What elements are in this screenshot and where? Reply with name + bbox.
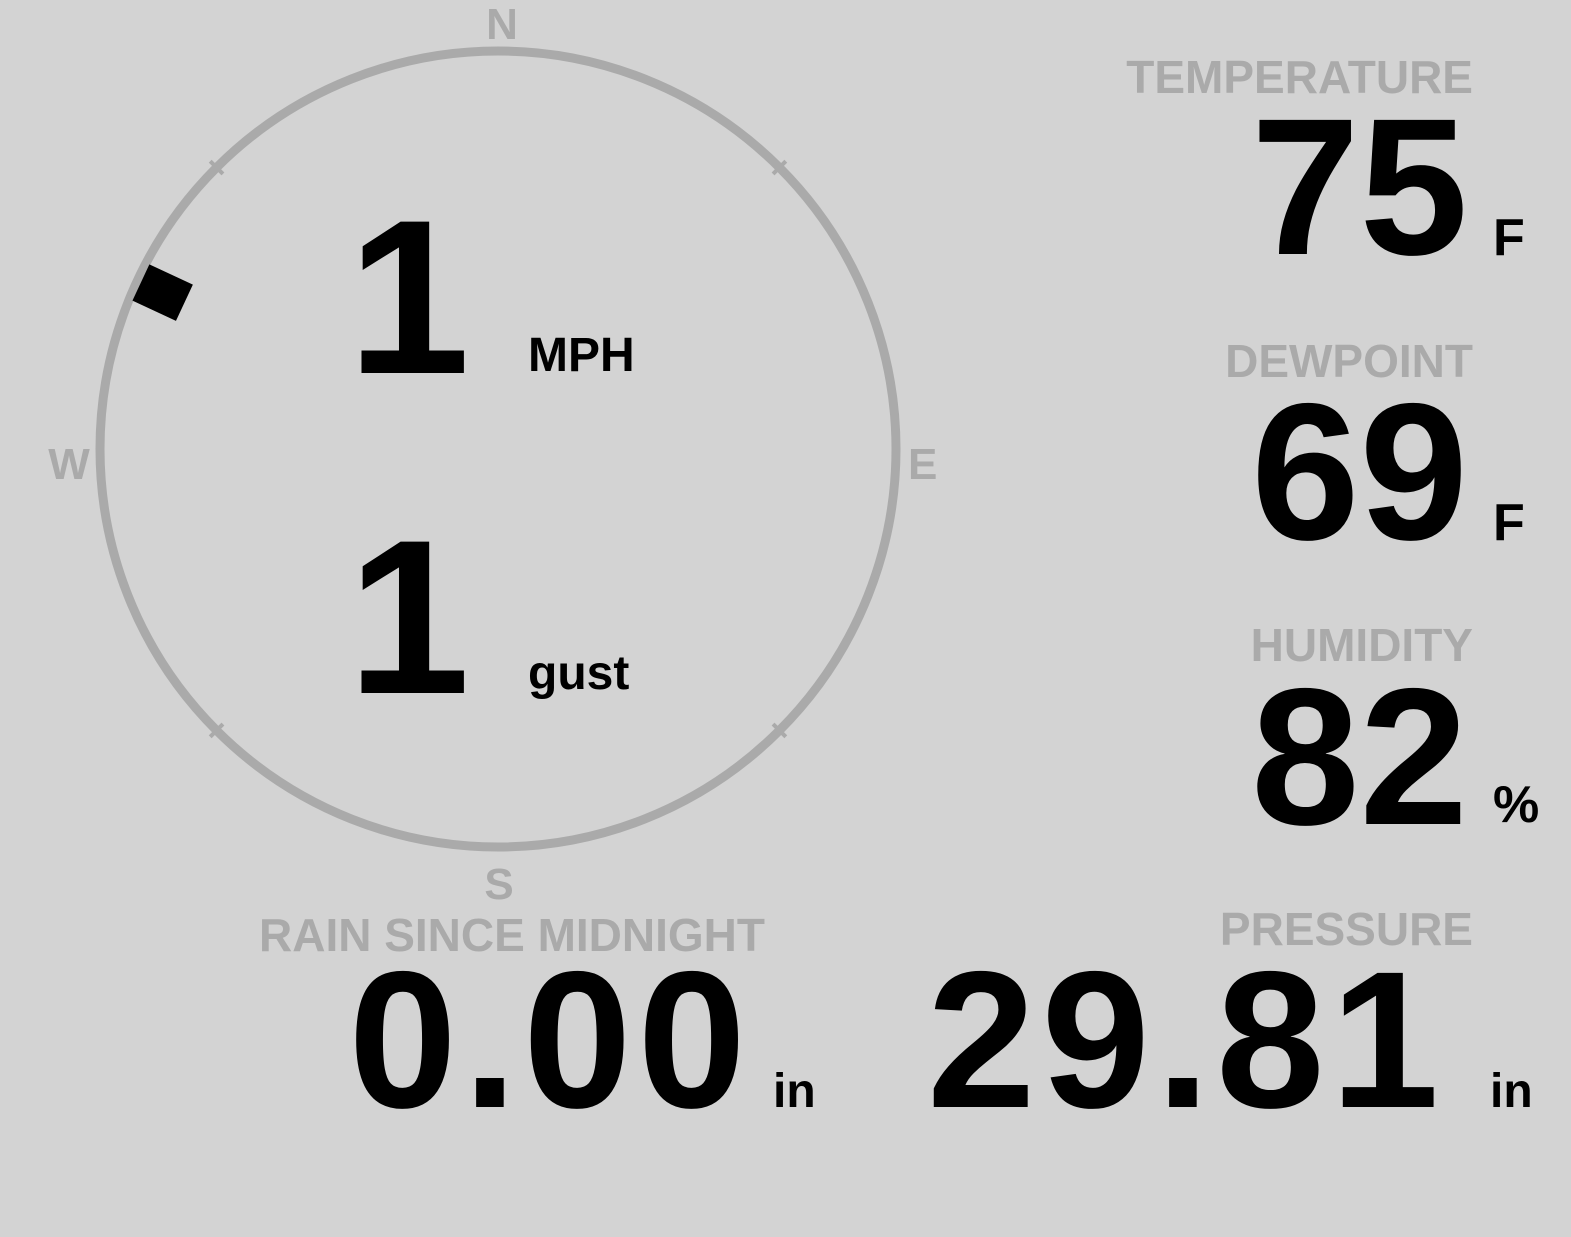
- wind-speed-unit: MPH: [528, 329, 635, 382]
- temperature-value: 75: [1251, 78, 1468, 296]
- compass-tick: [208, 159, 225, 176]
- rain-unit: in: [773, 1065, 816, 1118]
- temperature-label: TEMPERATURE: [1126, 51, 1473, 103]
- wind-direction-indicator: [132, 264, 193, 321]
- wind-gust-value: 1: [347, 494, 470, 740]
- compass-north-label: N: [486, 0, 518, 49]
- compass-east-label: E: [908, 440, 938, 489]
- humidity-label: HUMIDITY: [1250, 619, 1473, 671]
- dewpoint-label: DEWPOINT: [1225, 335, 1473, 387]
- dewpoint-unit: F: [1493, 494, 1525, 552]
- rain-label: RAIN SINCE MIDNIGHT: [259, 909, 765, 961]
- wind-speed-value: 1: [347, 174, 470, 420]
- pressure-unit: in: [1490, 1065, 1533, 1118]
- compass-south-label: S: [484, 860, 514, 909]
- compass-tick: [208, 722, 225, 739]
- dewpoint-value: 69: [1251, 363, 1468, 581]
- compass-tick: [771, 722, 788, 739]
- humidity-unit: %: [1493, 776, 1540, 834]
- pressure-label: PRESSURE: [1219, 903, 1473, 955]
- pressure-value: 29.81: [927, 931, 1445, 1149]
- wind-gust-unit: gust: [528, 647, 630, 700]
- compass-ring: [95, 46, 901, 852]
- temperature-unit: F: [1493, 209, 1525, 267]
- rain-value: 0.00: [348, 931, 752, 1149]
- compass-west-label: W: [48, 440, 90, 489]
- humidity-value: 82: [1251, 648, 1468, 866]
- compass-tick: [771, 159, 788, 176]
- compass-ticks: [208, 159, 788, 739]
